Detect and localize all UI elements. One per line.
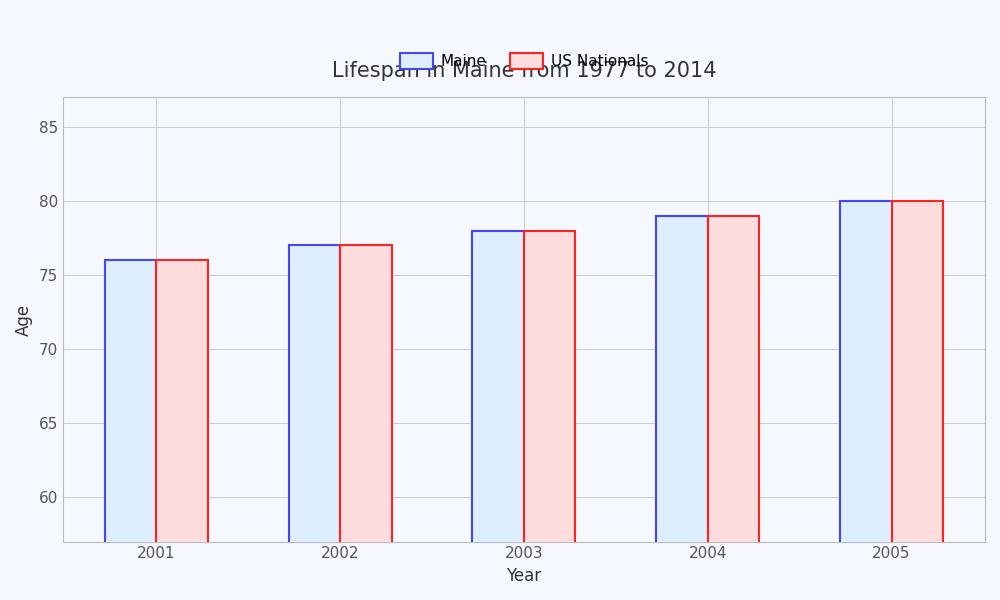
Y-axis label: Age: Age bbox=[15, 304, 33, 335]
Legend: Maine, US Nationals: Maine, US Nationals bbox=[393, 47, 654, 76]
Bar bbox=[656, 216, 708, 600]
Bar bbox=[340, 245, 392, 600]
Bar bbox=[708, 216, 759, 600]
Bar bbox=[524, 230, 575, 600]
Bar bbox=[105, 260, 156, 600]
Bar bbox=[156, 260, 208, 600]
Bar bbox=[892, 201, 943, 600]
Bar bbox=[840, 201, 892, 600]
Bar bbox=[289, 245, 340, 600]
Title: Lifespan in Maine from 1977 to 2014: Lifespan in Maine from 1977 to 2014 bbox=[332, 61, 716, 80]
X-axis label: Year: Year bbox=[506, 567, 541, 585]
Bar bbox=[472, 230, 524, 600]
